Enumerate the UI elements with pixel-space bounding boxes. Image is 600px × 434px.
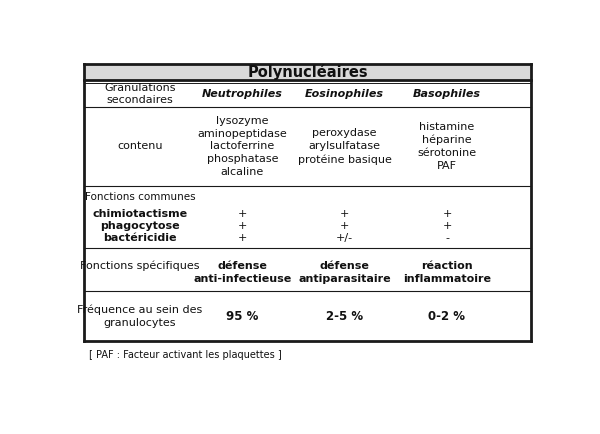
Text: Basophiles: Basophiles <box>413 89 481 99</box>
Text: Fréquence au sein des
granulocytes: Fréquence au sein des granulocytes <box>77 304 203 328</box>
Text: Neutrophiles: Neutrophiles <box>202 89 283 99</box>
Text: peroxydase
arylsulfatase
protéine basique: peroxydase arylsulfatase protéine basiqu… <box>298 128 392 164</box>
Text: 2-5 %: 2-5 % <box>326 309 363 322</box>
Text: phagocytose: phagocytose <box>100 221 180 231</box>
Text: lysozyme
aminopeptidase
lactoferrine
phosphatase
alcaline: lysozyme aminopeptidase lactoferrine pho… <box>197 116 287 177</box>
Text: Fonctions communes: Fonctions communes <box>85 192 196 202</box>
Text: Granulations
secondaires: Granulations secondaires <box>104 82 176 105</box>
Text: +: + <box>442 221 452 231</box>
Text: +: + <box>340 221 349 231</box>
Text: Fonctions spécifiques: Fonctions spécifiques <box>80 261 200 271</box>
Text: +: + <box>238 233 247 243</box>
Text: contenu: contenu <box>118 141 163 151</box>
Text: +: + <box>238 221 247 231</box>
Text: défense
antiparasitaire: défense antiparasitaire <box>298 261 391 284</box>
Text: bactéricidie: bactéricidie <box>103 233 177 243</box>
Text: Eosinophiles: Eosinophiles <box>305 89 384 99</box>
Bar <box>84 64 530 80</box>
Text: +: + <box>340 209 349 219</box>
Text: défense
anti-infectieuse: défense anti-infectieuse <box>193 261 292 284</box>
Text: réaction
inflammatoire: réaction inflammatoire <box>403 261 491 284</box>
Text: -: - <box>445 233 449 243</box>
Text: Polynucléaires: Polynucléaires <box>247 64 368 80</box>
Text: +: + <box>238 209 247 219</box>
Text: [ PAF : Facteur activant les plaquettes ]: [ PAF : Facteur activant les plaquettes … <box>89 349 282 359</box>
Text: histamine
héparine
sérotonine
PAF: histamine héparine sérotonine PAF <box>418 122 476 171</box>
Text: 95 %: 95 % <box>226 309 259 322</box>
Text: 0-2 %: 0-2 % <box>428 309 466 322</box>
Text: +: + <box>442 209 452 219</box>
Text: +/-: +/- <box>336 233 353 243</box>
Text: chimiotactisme: chimiotactisme <box>92 209 188 219</box>
